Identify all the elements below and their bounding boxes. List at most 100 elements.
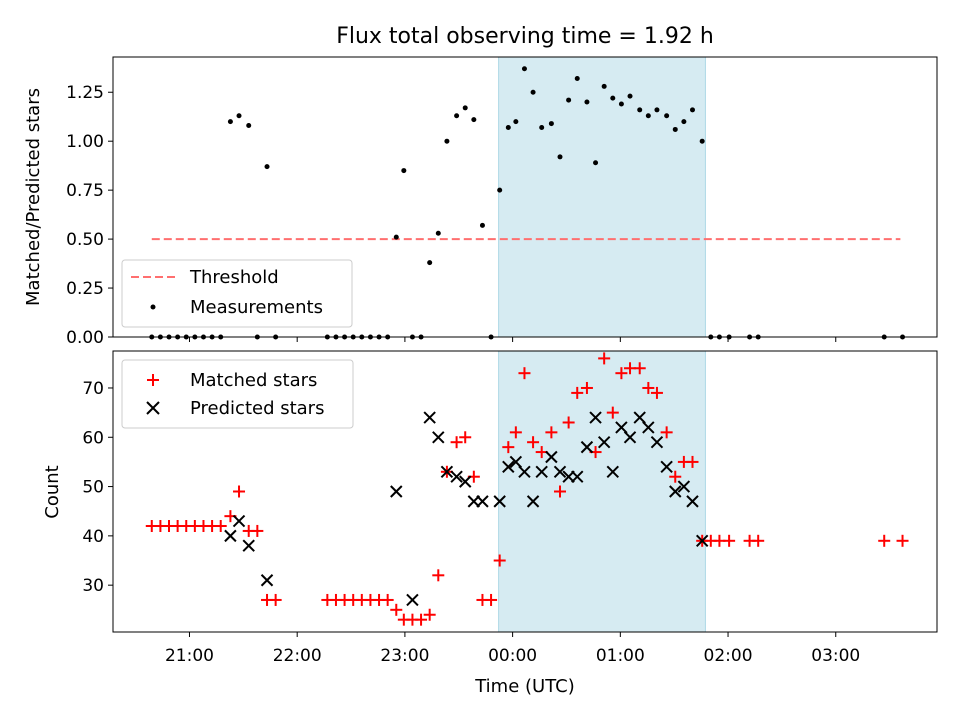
matched-star-marker [545, 426, 558, 439]
bottom-x-ticks: 21:00 22:00 23:00 00:00 01:00 02:00 03:00 [165, 632, 860, 666]
predicted-star-marker [545, 450, 558, 464]
predicted-star-marker [476, 495, 489, 508]
bottom-y-tick-label: 30 [82, 576, 104, 596]
predicted-star-marker [695, 534, 709, 548]
measurement-point [593, 160, 599, 166]
top-panel: 0.00 0.25 0.50 0.75 1.00 1.25 Matched/Predict… [23, 56, 938, 348]
predicted-star-marker [509, 455, 523, 469]
matched-star-marker [269, 593, 282, 606]
predicted-star-marker [553, 465, 567, 478]
matched-star-marker [390, 603, 403, 616]
predicted-star-marker [623, 431, 637, 444]
measurement-point [645, 113, 651, 119]
predicted-star-marker [589, 411, 602, 424]
top-y-axis-label: Matched/Predicted stars [23, 88, 44, 306]
measurement-point [497, 187, 503, 193]
measurement-point [444, 138, 450, 144]
predicted-star-marker [459, 475, 472, 488]
matched-star-marker [415, 613, 428, 626]
x-tick-label: 03:00 [811, 646, 860, 666]
predicted-star-marker [242, 539, 255, 552]
predicted-star-marker [571, 470, 584, 483]
matched-star-marker [251, 524, 264, 537]
matched-legend-label: Matched stars [190, 370, 317, 391]
predicted-star-marker [650, 435, 664, 449]
predicted-star-marker [669, 485, 682, 498]
matched-star-marker [381, 593, 394, 606]
measurement-point [393, 234, 399, 240]
matched-star-marker [502, 441, 515, 454]
bottom-y-tick-label: 70 [82, 379, 104, 399]
matched-star-marker [485, 593, 498, 606]
measurement-point [264, 164, 270, 170]
measurement-point [627, 93, 633, 99]
chart-title: Flux total observing time = 1.92 h [336, 24, 714, 49]
bottom-y-axis-label: Count [42, 465, 63, 518]
predicted-legend-label: Predicted stars [190, 398, 324, 419]
predicted-star-marker [686, 495, 699, 508]
measurement-point [681, 119, 687, 125]
matched-stars-markers [145, 352, 909, 626]
measurement-point [401, 168, 407, 174]
top-y-ticks: 0.00 0.25 0.50 0.75 1.00 1.25 [66, 83, 113, 348]
top-y-tick-label: 0.75 [66, 181, 104, 201]
measurement-points [149, 66, 906, 340]
measurement-point [618, 101, 624, 107]
measurement-point [637, 107, 643, 113]
predicted-star-marker [390, 485, 403, 498]
measurement-point [246, 123, 252, 129]
measurement-point [471, 117, 477, 123]
matched-star-marker [423, 608, 436, 621]
matched-star-marker [509, 426, 522, 439]
measurement-point [236, 113, 242, 119]
measurement-point [584, 99, 590, 105]
matched-star-marker [598, 352, 611, 365]
predicted-star-marker [518, 465, 531, 478]
bottom-y-tick-label: 50 [82, 478, 104, 498]
threshold-legend-label: Threshold [189, 267, 279, 288]
measurement-point [610, 95, 616, 101]
measurement-point [513, 119, 519, 125]
matched-star-marker [554, 485, 567, 498]
predicted-legend-swatch [146, 401, 160, 415]
measurement-point [454, 113, 460, 119]
measurement-point [557, 154, 563, 160]
predicted-star-marker [232, 514, 246, 528]
matched-star-marker [459, 431, 472, 444]
matched-star-marker [896, 534, 909, 547]
bottom-y-tick-label: 60 [82, 428, 104, 448]
measurements-legend-swatch [150, 304, 156, 310]
bottom-y-ticks: 30 40 50 60 70 [82, 379, 113, 596]
observing-window-shade-bottom [498, 350, 706, 633]
predicted-star-marker [450, 470, 463, 483]
matched-star-marker [606, 406, 619, 419]
predicted-star-marker [606, 465, 619, 478]
matched-star-marker [233, 485, 246, 498]
measurement-point [530, 89, 536, 95]
bottom-axes-frame [112, 350, 938, 633]
predicted-star-marker [224, 529, 237, 543]
measurement-point [566, 97, 572, 103]
top-x-tick-marks [188, 337, 837, 342]
predicted-star-marker [677, 480, 691, 493]
x-tick-label: 00:00 [488, 646, 537, 666]
matched-star-marker [686, 455, 699, 468]
bottom-legend: Matched stars Predicted stars [121, 359, 354, 429]
matched-star-marker [580, 381, 593, 394]
matched-star-marker [450, 436, 463, 449]
matched-star-marker [571, 386, 584, 399]
predicted-star-marker [642, 421, 655, 434]
predicted-stars-markers [224, 411, 709, 607]
predicted-star-marker [615, 421, 628, 434]
matched-star-marker [493, 554, 506, 567]
measurement-point [548, 121, 554, 127]
x-tick-label: 21:00 [165, 646, 214, 666]
measurement-point [539, 124, 545, 130]
measurement-point [479, 222, 485, 228]
predicted-star-marker [260, 574, 274, 587]
matched-star-marker [527, 436, 540, 449]
top-y-tick-label: 1.25 [66, 83, 104, 103]
measurements-legend-label: Measurements [190, 297, 323, 318]
top-y-tick-label: 1.00 [66, 132, 104, 152]
